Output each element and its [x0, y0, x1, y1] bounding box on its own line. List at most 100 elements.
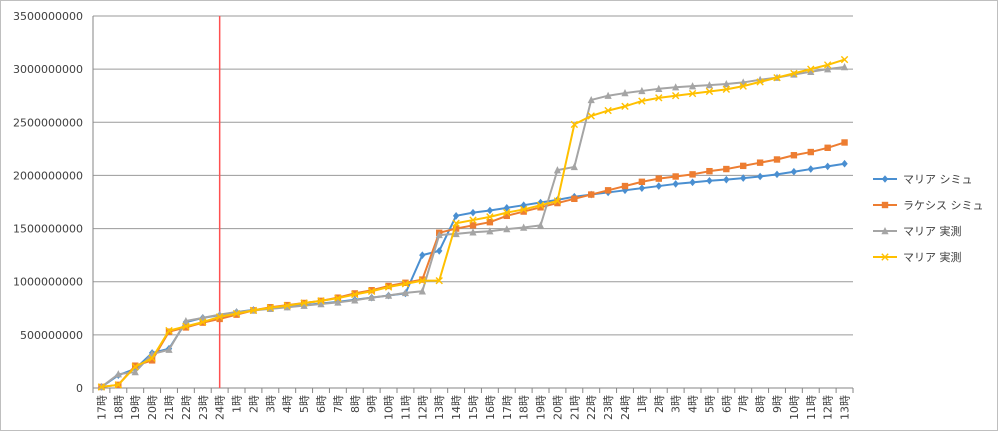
x-tick-label: 21時 — [163, 395, 176, 420]
data-point — [334, 294, 342, 302]
data-point — [722, 85, 731, 94]
data-point — [604, 91, 612, 99]
legend-label: ラケシス シミュ — [903, 199, 984, 212]
gridlines — [93, 15, 853, 389]
data-point — [840, 55, 849, 64]
data-point — [672, 173, 679, 180]
data-point — [604, 106, 612, 115]
data-point — [807, 148, 814, 156]
x-tick-label: 8時 — [349, 395, 362, 413]
data-point — [469, 228, 477, 236]
data-point — [536, 221, 545, 229]
data-point — [165, 345, 173, 353]
legend-label: マリア 実測 — [903, 250, 962, 264]
data-point — [588, 191, 595, 198]
data-point — [452, 212, 460, 220]
data-point — [706, 167, 713, 175]
x-tick-label: 20時 — [146, 395, 159, 420]
data-point — [283, 301, 291, 310]
data-point — [385, 282, 392, 290]
x-tick-label: 4時 — [687, 395, 700, 413]
data-point — [148, 357, 156, 364]
x-tick-label: 18時 — [518, 395, 531, 420]
data-point — [114, 381, 123, 389]
data-point — [756, 159, 764, 166]
data-point — [790, 69, 798, 78]
legend-item: マリア シミュ — [873, 173, 973, 186]
x-axis: 17時 18時 19時 20時 21時 22時 23時 24時 1時 2時 3時 4時 5時 6時 7時 8時… — [92, 388, 854, 420]
y-tick-label: 3000000000 — [13, 63, 83, 76]
data-point — [334, 298, 342, 306]
data-point — [655, 84, 663, 93]
x-tick-label: 18時 — [112, 395, 125, 420]
data-point — [655, 94, 663, 102]
y-tick-label: 3500000000 — [13, 10, 83, 23]
series-2 — [98, 139, 848, 391]
data-point — [739, 82, 747, 90]
x-tick-label: 3時 — [670, 395, 683, 413]
data-point — [824, 144, 831, 151]
x-tick-label: 11時 — [805, 395, 818, 420]
x-tick-label: 11時 — [399, 395, 412, 420]
data-point — [283, 303, 291, 311]
data-point — [587, 95, 595, 104]
data-point — [165, 326, 173, 335]
x-tick-label: 14時 — [450, 395, 463, 420]
data-point — [182, 322, 190, 331]
data-point — [300, 299, 308, 307]
x-tick-label: 5時 — [298, 395, 311, 413]
data-point — [756, 172, 764, 181]
y-axis: 0 500000000 1000000000 1500000000 2000000000… — [13, 10, 94, 395]
x-tick-label: 7時 — [332, 395, 345, 413]
x-tick-label: 24時 — [214, 395, 227, 420]
x-tick-label: 16時 — [484, 395, 497, 420]
x-tick-label: 15時 — [467, 395, 480, 420]
data-point — [536, 201, 545, 209]
data-point — [351, 290, 358, 297]
x-tick-label: 13時 — [433, 395, 446, 420]
data-point — [537, 204, 544, 211]
data-point — [520, 223, 528, 231]
data-point — [503, 225, 511, 233]
y-tick-label: 2000000000 — [13, 169, 83, 182]
data-point — [570, 162, 578, 171]
data-point — [351, 296, 359, 304]
data-point — [452, 225, 460, 232]
data-point — [553, 166, 562, 174]
data-point — [97, 383, 106, 391]
data-point — [486, 206, 494, 215]
data-point — [621, 102, 629, 111]
x-tick-label: 19時 — [129, 395, 142, 420]
legend-marker — [881, 175, 889, 183]
data-point — [723, 175, 730, 184]
x-tick-label: 1時 — [231, 395, 244, 413]
x-tick-label: 1時 — [636, 395, 649, 413]
data-point — [351, 290, 359, 299]
legend-label: マリア シミュ — [903, 173, 973, 186]
x-tick-label: 19時 — [535, 395, 548, 420]
y-tick-label: 1500000000 — [13, 223, 83, 236]
data-point — [419, 251, 426, 259]
x-tick-label: 23時 — [602, 395, 615, 420]
data-point — [604, 187, 612, 194]
data-point — [655, 182, 662, 190]
x-tick-label: 6時 — [315, 395, 328, 413]
data-point — [368, 287, 375, 294]
data-point — [621, 182, 629, 190]
data-point — [688, 82, 697, 90]
data-point — [520, 208, 527, 215]
legend-marker — [881, 227, 889, 235]
data-point — [672, 180, 679, 188]
data-point — [705, 87, 714, 96]
data-point — [452, 229, 460, 238]
x-tick-label: 13時 — [839, 395, 852, 420]
data-point — [740, 174, 747, 182]
x-tick-label: 2時 — [653, 395, 666, 413]
data-point — [215, 313, 224, 321]
y-tick-label: 0 — [76, 382, 83, 395]
x-tick-label: 5時 — [703, 395, 716, 413]
data-point — [300, 301, 308, 309]
data-point — [554, 199, 561, 207]
data-point — [740, 162, 747, 170]
data-point — [790, 167, 798, 176]
